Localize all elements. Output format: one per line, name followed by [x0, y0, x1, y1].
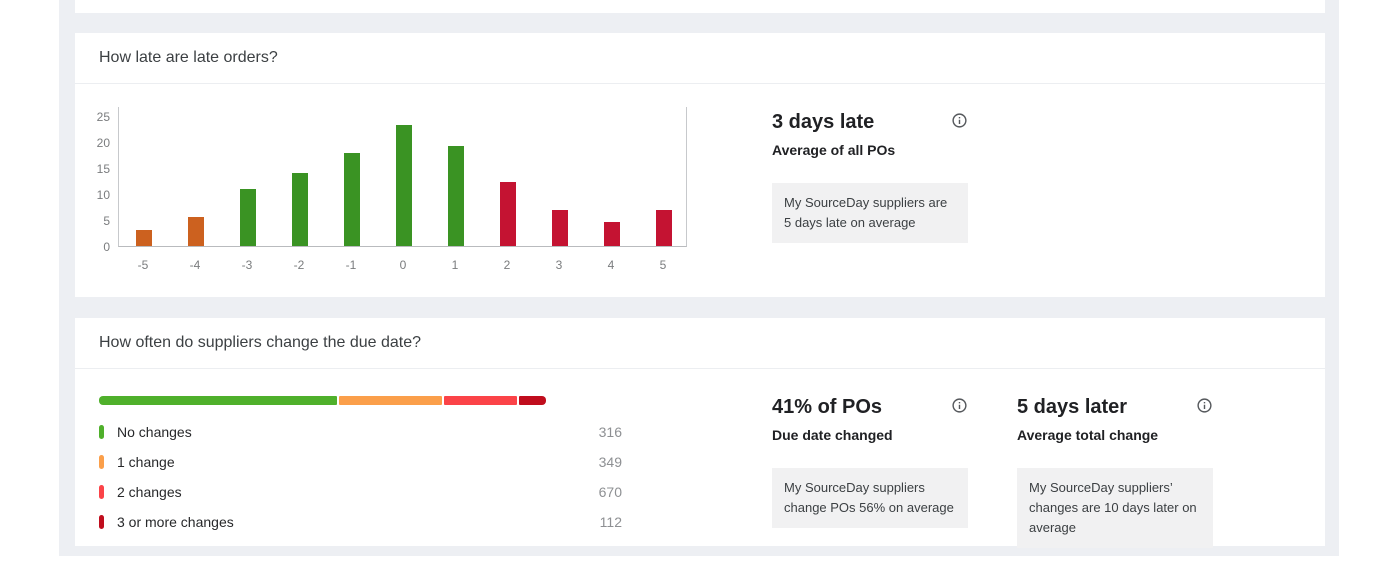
legend-marker-icon: [99, 515, 104, 529]
info-icon-glyph: [952, 398, 967, 413]
bar--4[interactable]: [188, 217, 204, 246]
legend-count: 112: [599, 514, 622, 530]
bar-3[interactable]: [552, 210, 568, 246]
bar-1[interactable]: [448, 146, 464, 246]
info-icon[interactable]: [951, 112, 968, 129]
bar--2[interactable]: [292, 173, 308, 246]
legend-label: 1 change: [117, 454, 175, 470]
late-orders-card: How late are late orders? 0 5 10 15 20 25 -5-…: [75, 33, 1325, 297]
card-top-partial: [75, 0, 1325, 13]
x-axis-tick-label: -5: [137, 258, 149, 272]
y-axis-tick-label: 15: [96, 162, 110, 176]
bar--1[interactable]: [344, 153, 360, 246]
info-icon[interactable]: [1196, 397, 1213, 414]
late-stat-headline: 3 days late: [772, 111, 875, 133]
segment-1-change[interactable]: [338, 396, 442, 405]
legend-count: 316: [598, 424, 622, 440]
average-change-stat: 5 days later Average total change My Sou…: [1017, 396, 1213, 548]
x-axis-tick-label: 4: [607, 258, 615, 272]
legend-marker-icon: [99, 425, 104, 439]
late-orders-stat: 3 days late Average of all POs My Source…: [772, 111, 968, 243]
due-date-changes-card: How often do suppliers change the due da…: [75, 318, 1325, 548]
legend-count: 670: [598, 484, 622, 500]
segment-3-or-more-changes[interactable]: [519, 396, 547, 405]
avg-change-stat-headline: 5 days later: [1017, 396, 1128, 418]
x-axis-tick-label: 2: [503, 258, 511, 272]
due-date-card-title: How often do suppliers change the due da…: [75, 318, 1325, 369]
y-axis-tick-label: 25: [96, 110, 110, 124]
bar-2[interactable]: [500, 182, 516, 246]
bar-5[interactable]: [656, 210, 672, 246]
info-icon[interactable]: [951, 397, 968, 414]
legend-row: 1 change 349: [99, 447, 622, 477]
late-orders-card-title: How late are late orders?: [75, 33, 1325, 84]
y-axis-tick-label: 20: [96, 136, 110, 150]
legend-marker-icon: [99, 455, 104, 469]
legend-count: 349: [598, 454, 622, 470]
x-axis-tick-label: -1: [345, 258, 357, 272]
info-icon-glyph: [1197, 398, 1212, 413]
x-axis-tick-label: 3: [555, 258, 563, 272]
avg-change-stat-benchmark: My SourceDay suppliers’ changes are 10 d…: [1017, 468, 1213, 548]
x-axis-tick-label: 5: [659, 258, 667, 272]
changed-stat-headline: 41% of POs: [772, 396, 883, 418]
x-axis-tick-label: 0: [399, 258, 407, 272]
legend-label: No changes: [117, 424, 192, 440]
due-date-stacked-bar: [99, 396, 547, 405]
late-orders-plot: [118, 107, 687, 247]
segment-no-changes[interactable]: [99, 396, 337, 405]
late-stat-benchmark: My SourceDay suppliers are 5 days late o…: [772, 183, 968, 243]
y-axis-tick-label: 10: [96, 188, 110, 202]
legend-row: 3 or more changes 112: [99, 507, 622, 537]
y-axis-tick-label: 5: [103, 214, 110, 228]
bar-0[interactable]: [396, 125, 412, 246]
y-axis-tick-label: 0: [103, 240, 110, 254]
info-icon-glyph: [952, 113, 967, 128]
bar--5[interactable]: [136, 229, 152, 246]
bar--3[interactable]: [240, 188, 256, 246]
late-orders-chart: 0 5 10 15 20 25 -5 -4 -3 -2 -1 0 1 2 3 4 5: [75, 84, 775, 296]
due-date-changed-stat: 41% of POs Due date changed My SourceDay…: [772, 396, 968, 528]
due-date-legend: No changes 316 1 change 349 2 changes 670 3 or…: [99, 417, 622, 537]
legend-row: No changes 316: [99, 417, 622, 447]
avg-change-stat-subheadline: Average total change: [1017, 427, 1159, 443]
changed-stat-benchmark: My SourceDay suppliers change POs 56% on…: [772, 468, 968, 528]
legend-row: 2 changes 670: [99, 477, 622, 507]
legend-label: 3 or more changes: [117, 514, 234, 530]
x-axis-tick-label: -4: [189, 258, 201, 272]
changed-stat-subheadline: Due date changed: [772, 427, 893, 443]
legend-marker-icon: [99, 485, 104, 499]
x-axis-tick-label: 1: [451, 258, 459, 272]
legend-label: 2 changes: [117, 484, 182, 500]
bar-4[interactable]: [604, 221, 620, 246]
segment-2-changes[interactable]: [443, 396, 518, 405]
late-stat-subheadline: Average of all POs: [772, 142, 896, 158]
x-axis-tick-label: -3: [241, 258, 253, 272]
x-axis-tick-label: -2: [293, 258, 305, 272]
